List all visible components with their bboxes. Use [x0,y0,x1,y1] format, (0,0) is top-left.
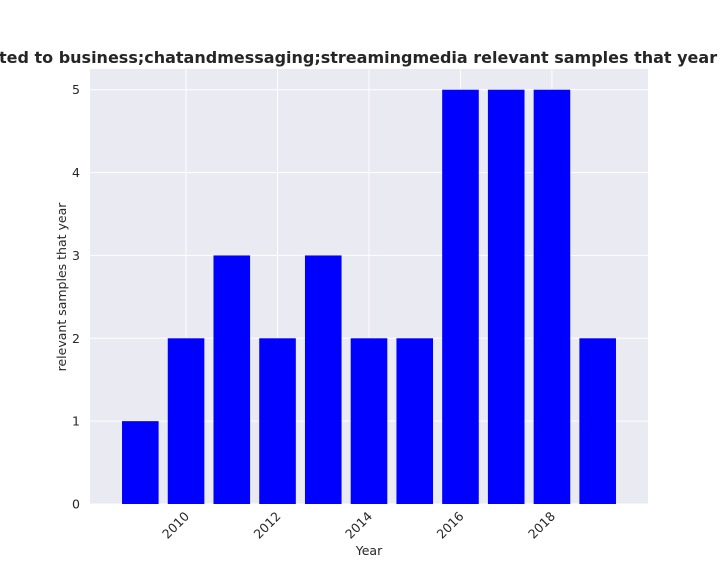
x-axis-label: Year [355,543,383,558]
bar [396,338,434,504]
y-tick-label: 0 [72,497,80,512]
x-tick-label: 2014 [342,508,375,541]
y-tick-label: 4 [72,165,80,180]
y-tick-labels: 0 1 2 3 4 5 [72,82,80,511]
bar [122,421,159,504]
x-tick-label: 2012 [251,509,284,542]
bar [487,89,525,504]
bar [442,89,479,504]
bar [533,89,571,504]
y-tick-label: 3 [72,248,80,263]
y-tick-label: 2 [72,331,80,346]
x-tick-label: 2018 [525,508,558,541]
x-tick-label: 2016 [433,508,466,541]
y-tick-label: 1 [72,414,80,429]
bar [579,338,616,504]
chart-title: are related to business;chatandmessaging… [0,48,720,67]
bar [350,338,388,504]
bar [167,338,205,504]
bars [122,89,616,504]
bar [213,255,251,504]
x-tick-label: 2010 [159,508,192,541]
bar [304,255,342,504]
x-tick-labels: 2010 2012 2014 2016 2018 [159,508,558,541]
y-tick-label: 5 [72,82,80,97]
bar [259,338,296,504]
y-axis-label: relevant samples that year [54,202,69,372]
